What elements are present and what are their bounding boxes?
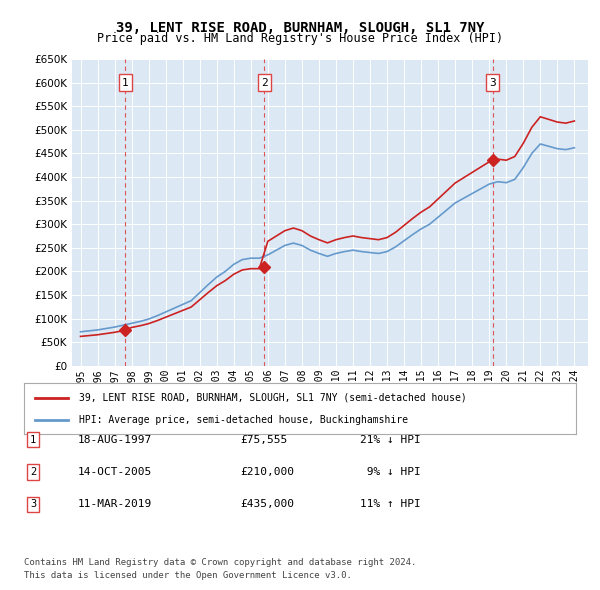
Text: 39, LENT RISE ROAD, BURNHAM, SLOUGH, SL1 7NY: 39, LENT RISE ROAD, BURNHAM, SLOUGH, SL1… xyxy=(116,21,484,35)
Text: 3: 3 xyxy=(30,500,36,509)
Text: 21% ↓ HPI: 21% ↓ HPI xyxy=(360,435,421,444)
Text: Price paid vs. HM Land Registry's House Price Index (HPI): Price paid vs. HM Land Registry's House … xyxy=(97,32,503,45)
Text: 18-AUG-1997: 18-AUG-1997 xyxy=(78,435,152,444)
Text: 11-MAR-2019: 11-MAR-2019 xyxy=(78,500,152,509)
Text: £75,555: £75,555 xyxy=(240,435,287,444)
Text: This data is licensed under the Open Government Licence v3.0.: This data is licensed under the Open Gov… xyxy=(24,571,352,580)
Text: 39, LENT RISE ROAD, BURNHAM, SLOUGH, SL1 7NY (semi-detached house): 39, LENT RISE ROAD, BURNHAM, SLOUGH, SL1… xyxy=(79,392,467,402)
Text: 14-OCT-2005: 14-OCT-2005 xyxy=(78,467,152,477)
Text: 1: 1 xyxy=(30,435,36,444)
Text: HPI: Average price, semi-detached house, Buckinghamshire: HPI: Average price, semi-detached house,… xyxy=(79,415,408,425)
Text: 2: 2 xyxy=(30,467,36,477)
Text: Contains HM Land Registry data © Crown copyright and database right 2024.: Contains HM Land Registry data © Crown c… xyxy=(24,558,416,566)
Text: 9% ↓ HPI: 9% ↓ HPI xyxy=(360,467,421,477)
Text: 2: 2 xyxy=(261,78,268,87)
Text: 1: 1 xyxy=(122,78,128,87)
Text: £210,000: £210,000 xyxy=(240,467,294,477)
Text: £435,000: £435,000 xyxy=(240,500,294,509)
Text: 11% ↑ HPI: 11% ↑ HPI xyxy=(360,500,421,509)
Text: 3: 3 xyxy=(490,78,496,87)
